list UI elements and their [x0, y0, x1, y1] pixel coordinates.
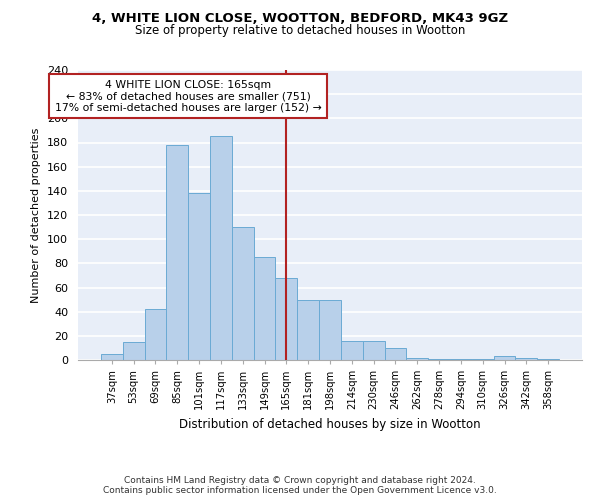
Bar	[101, 354, 123, 360]
Bar	[123, 342, 145, 360]
Text: 4, WHITE LION CLOSE, WOOTTON, BEDFORD, MK43 9GZ: 4, WHITE LION CLOSE, WOOTTON, BEDFORD, M…	[92, 12, 508, 26]
Y-axis label: Number of detached properties: Number of detached properties	[31, 128, 41, 302]
Bar	[210, 136, 232, 360]
Bar	[297, 300, 319, 360]
Bar	[537, 359, 559, 360]
Bar	[450, 359, 472, 360]
Bar	[254, 258, 275, 360]
Bar	[232, 227, 254, 360]
Bar	[515, 358, 537, 360]
Bar	[385, 348, 406, 360]
Text: Contains HM Land Registry data © Crown copyright and database right 2024.
Contai: Contains HM Land Registry data © Crown c…	[103, 476, 497, 495]
Bar	[319, 300, 341, 360]
Bar	[188, 193, 210, 360]
Bar	[341, 340, 363, 360]
Bar	[406, 358, 428, 360]
Bar	[275, 278, 297, 360]
X-axis label: Distribution of detached houses by size in Wootton: Distribution of detached houses by size …	[179, 418, 481, 430]
Bar	[472, 359, 494, 360]
Bar	[428, 359, 450, 360]
Bar	[494, 356, 515, 360]
Bar	[363, 340, 385, 360]
Text: Size of property relative to detached houses in Wootton: Size of property relative to detached ho…	[135, 24, 465, 37]
Bar	[145, 309, 166, 360]
Bar	[166, 145, 188, 360]
Text: 4 WHITE LION CLOSE: 165sqm
← 83% of detached houses are smaller (751)
17% of sem: 4 WHITE LION CLOSE: 165sqm ← 83% of deta…	[55, 80, 322, 113]
